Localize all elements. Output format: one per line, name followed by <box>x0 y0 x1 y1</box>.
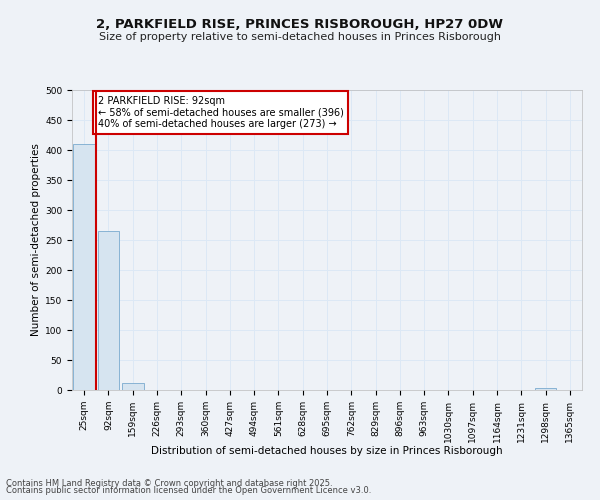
Bar <box>535 388 556 390</box>
Bar <box>73 144 95 390</box>
Bar <box>97 231 119 390</box>
Y-axis label: Number of semi-detached properties: Number of semi-detached properties <box>31 144 41 336</box>
Text: 2 PARKFIELD RISE: 92sqm
← 58% of semi-detached houses are smaller (396)
40% of s: 2 PARKFIELD RISE: 92sqm ← 58% of semi-de… <box>97 96 343 129</box>
X-axis label: Distribution of semi-detached houses by size in Princes Risborough: Distribution of semi-detached houses by … <box>151 446 503 456</box>
Text: Contains HM Land Registry data © Crown copyright and database right 2025.: Contains HM Land Registry data © Crown c… <box>6 478 332 488</box>
Bar <box>122 384 143 390</box>
Text: Size of property relative to semi-detached houses in Princes Risborough: Size of property relative to semi-detach… <box>99 32 501 42</box>
Text: 2, PARKFIELD RISE, PRINCES RISBOROUGH, HP27 0DW: 2, PARKFIELD RISE, PRINCES RISBOROUGH, H… <box>97 18 503 30</box>
Text: Contains public sector information licensed under the Open Government Licence v3: Contains public sector information licen… <box>6 486 371 495</box>
